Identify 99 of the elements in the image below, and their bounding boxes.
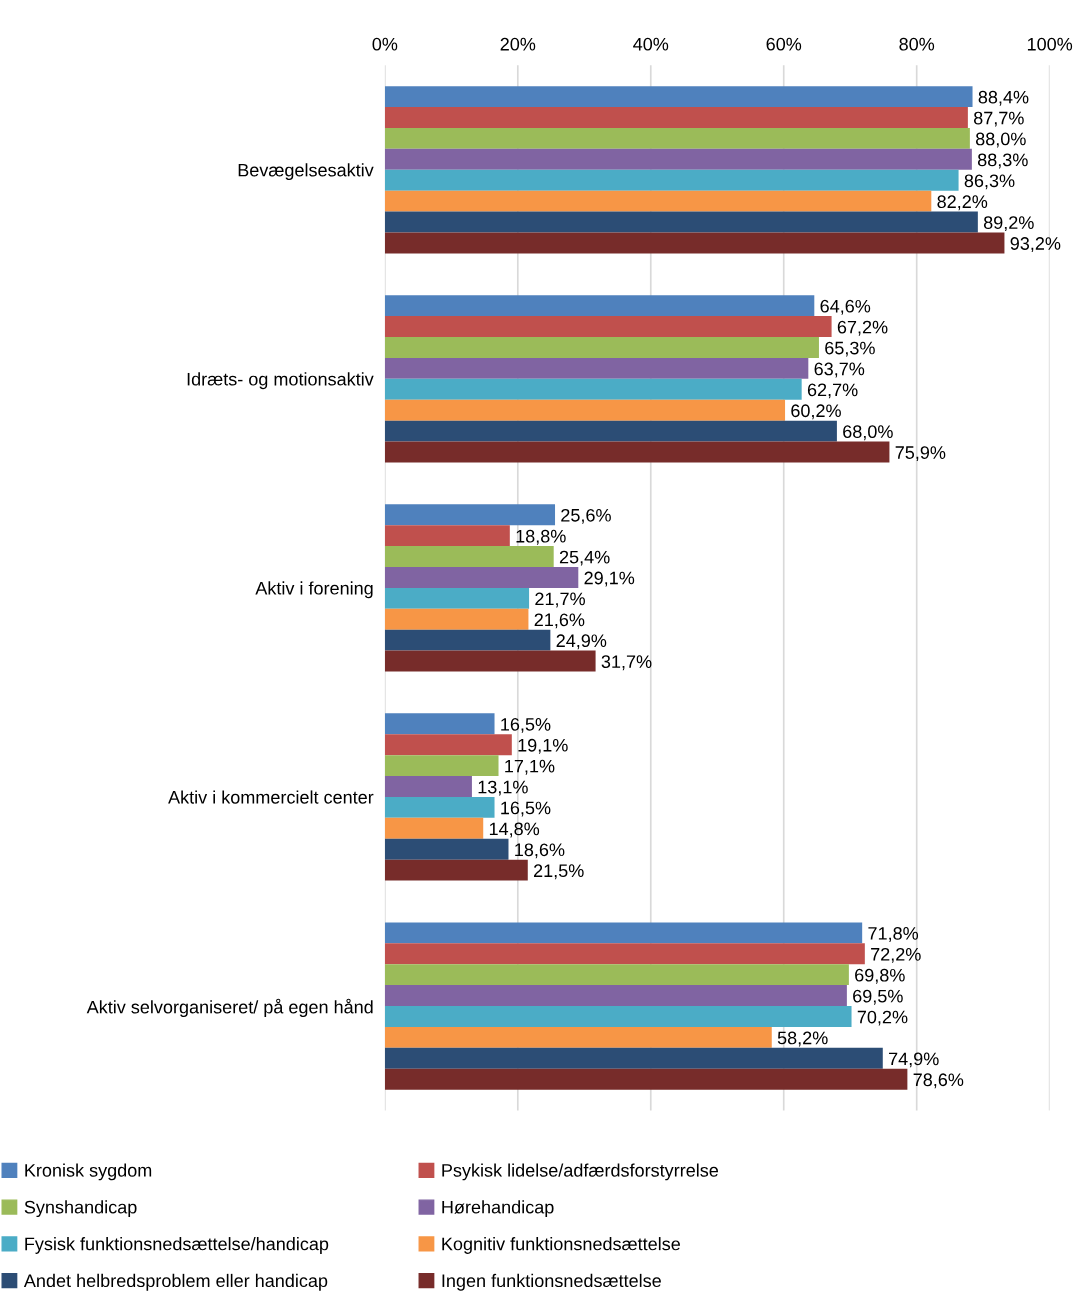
bar xyxy=(384,755,499,777)
data-label: 88,3% xyxy=(977,153,1028,169)
data-label: 74,9% xyxy=(889,1052,939,1068)
bar xyxy=(384,504,556,526)
data-label: 69,8% xyxy=(855,968,905,984)
bar xyxy=(384,1068,908,1090)
data-label: 14,8% xyxy=(489,822,540,838)
data-label: 71,8% xyxy=(868,927,919,942)
data-label: 67,2% xyxy=(837,320,888,336)
data-label: 21,7% xyxy=(535,592,585,608)
bar xyxy=(384,859,528,881)
data-label: 82,2% xyxy=(937,195,988,211)
data-label: 16,5% xyxy=(501,801,551,817)
x-tick-label: 0% xyxy=(372,37,398,51)
bar xyxy=(384,107,968,128)
data-label: 63,7% xyxy=(814,362,865,378)
y-tick-label: Idræts- og motionsaktiv xyxy=(187,372,374,390)
data-label: 93,2% xyxy=(1010,237,1061,253)
bar xyxy=(384,316,832,338)
data-label: 13,1% xyxy=(478,780,528,796)
bar xyxy=(384,190,932,212)
bar xyxy=(384,629,551,651)
bar xyxy=(384,86,973,108)
y-tick-label: Bevægelsesaktiv xyxy=(238,163,374,181)
x-tick-label: 40% xyxy=(633,37,669,51)
data-label: 65,3% xyxy=(825,341,875,357)
y-tick-label: Aktiv selvorganiseret/ på egen hånd xyxy=(86,998,373,1018)
bar xyxy=(384,378,802,400)
bar xyxy=(384,1047,883,1069)
bar xyxy=(384,211,978,233)
bar xyxy=(384,1026,772,1048)
data-label: 88,4% xyxy=(978,90,1029,106)
bar xyxy=(384,587,530,609)
data-label: 86,3% xyxy=(964,174,1015,190)
data-label: 18,8% xyxy=(516,529,566,545)
bar xyxy=(384,734,512,756)
bar xyxy=(384,337,819,358)
data-label: 78,6% xyxy=(913,1073,964,1089)
data-label: 24,9% xyxy=(556,634,607,650)
bar xyxy=(384,713,495,735)
bar xyxy=(384,922,863,944)
y-tick-label: Aktiv i forening xyxy=(255,581,373,599)
legend-label: Ingen funktionsnedsættelse xyxy=(442,1273,661,1291)
legend-label: Kognitiv funktionsnedsættelse xyxy=(442,1237,680,1254)
data-label: 21,6% xyxy=(534,613,585,629)
legend-label: Synshandicap xyxy=(24,1200,137,1218)
bar xyxy=(384,546,554,567)
data-label: 64,6% xyxy=(820,299,871,315)
legend-label: Hørehandicap xyxy=(442,1200,554,1218)
data-label: 25,4% xyxy=(559,550,610,566)
data-label: 72,2% xyxy=(871,947,921,963)
legend-label: Psykisk lidelse/adfærdsforstyrrelse xyxy=(442,1163,719,1181)
bar xyxy=(384,232,1005,254)
data-label: 16,5% xyxy=(501,717,551,733)
data-label: 87,7% xyxy=(973,111,1024,127)
data-label: 31,7% xyxy=(601,655,652,671)
data-label: 68,0% xyxy=(843,425,893,441)
bar xyxy=(384,817,484,839)
bar xyxy=(384,608,529,630)
bar xyxy=(384,567,579,588)
bar xyxy=(384,796,495,818)
x-tick-label: 100% xyxy=(1027,37,1073,51)
data-label: 69,5% xyxy=(853,989,903,1005)
data-label: 75,9% xyxy=(895,446,946,462)
y-tick-label: Aktiv i kommercielt center xyxy=(168,790,374,804)
data-label: 17,1% xyxy=(505,759,555,775)
bar xyxy=(384,357,809,379)
data-label: 29,1% xyxy=(584,571,635,587)
bar xyxy=(384,399,786,421)
bar xyxy=(384,420,837,442)
data-label: 19,1% xyxy=(518,738,568,754)
bar xyxy=(384,650,596,672)
bar xyxy=(384,525,510,547)
x-tick-label: 80% xyxy=(899,37,935,51)
bar xyxy=(384,838,509,860)
bar xyxy=(384,127,970,149)
x-tick-label: 60% xyxy=(766,37,802,51)
bar xyxy=(384,1006,852,1027)
data-label: 60,2% xyxy=(791,404,841,420)
bar xyxy=(384,148,972,170)
bar xyxy=(384,776,472,797)
data-label: 18,6% xyxy=(515,843,565,859)
bar xyxy=(384,943,865,965)
data-label: 58,2% xyxy=(777,1031,828,1047)
legend-label: Andet helbredsproblem eller handicap xyxy=(23,1273,328,1291)
x-tick-label: 20% xyxy=(500,37,536,51)
data-label: 21,5% xyxy=(534,864,584,880)
data-label: 70,2% xyxy=(857,1010,908,1026)
data-label: 89,2% xyxy=(983,216,1034,232)
bar xyxy=(384,964,849,986)
bar xyxy=(384,441,890,463)
bar xyxy=(384,985,847,1007)
data-label: 88,0% xyxy=(975,132,1026,148)
legend-label: Kronisk sygdom xyxy=(25,1163,152,1181)
bar xyxy=(384,295,815,317)
legend-label: Fysisk funktionsnedsættelse/handicap xyxy=(25,1237,329,1254)
data-label: 62,7% xyxy=(807,383,858,399)
data-label: 25,6% xyxy=(561,508,611,524)
bar xyxy=(384,169,959,191)
